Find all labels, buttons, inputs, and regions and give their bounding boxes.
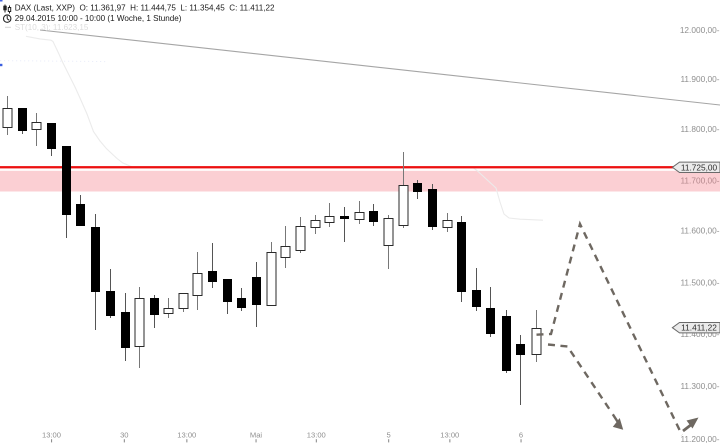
svg-text:12.000,00-: 12.000,00- [680, 25, 720, 35]
svg-text:13:00: 13:00 [307, 431, 326, 440]
svg-text:11.300,00-: 11.300,00- [680, 381, 719, 391]
svg-text:5: 5 [386, 431, 390, 440]
svg-text:DAX (Last, XXP) O: 11.361,97: DAX (Last, XXP) O: 11.361,97 H: 11.444,7… [15, 4, 275, 13]
svg-text:11.900,00-: 11.900,00- [680, 74, 719, 84]
svg-text:ST(10, 3): 11.623,15: ST(10, 3): 11.623,15 [15, 23, 89, 32]
svg-text:11.700,00-: 11.700,00- [680, 176, 719, 186]
svg-text:11.600,00-: 11.600,00- [680, 226, 719, 236]
svg-text:6: 6 [519, 431, 523, 440]
svg-text:11.800,00-: 11.800,00- [680, 124, 719, 134]
svg-text:11.200,00-: 11.200,00- [680, 434, 719, 443]
svg-text:13:00: 13:00 [440, 431, 459, 440]
svg-text:13:00: 13:00 [42, 431, 61, 440]
svg-text:11.411,22: 11.411,22 [681, 323, 717, 333]
svg-text:13:00: 13:00 [177, 431, 196, 440]
svg-text:11.500,00-: 11.500,00- [680, 277, 719, 287]
svg-text:30: 30 [120, 431, 128, 440]
svg-text:11.400,00-: 11.400,00- [680, 329, 719, 339]
svg-text:Mai: Mai [250, 431, 263, 440]
svg-text:11.725,00: 11.725,00 [681, 162, 718, 172]
svg-text:29.04.2015 10:00 - 10:00 (1 Wo: 29.04.2015 10:00 - 10:00 (1 Woche, 1 Stu… [15, 14, 182, 23]
